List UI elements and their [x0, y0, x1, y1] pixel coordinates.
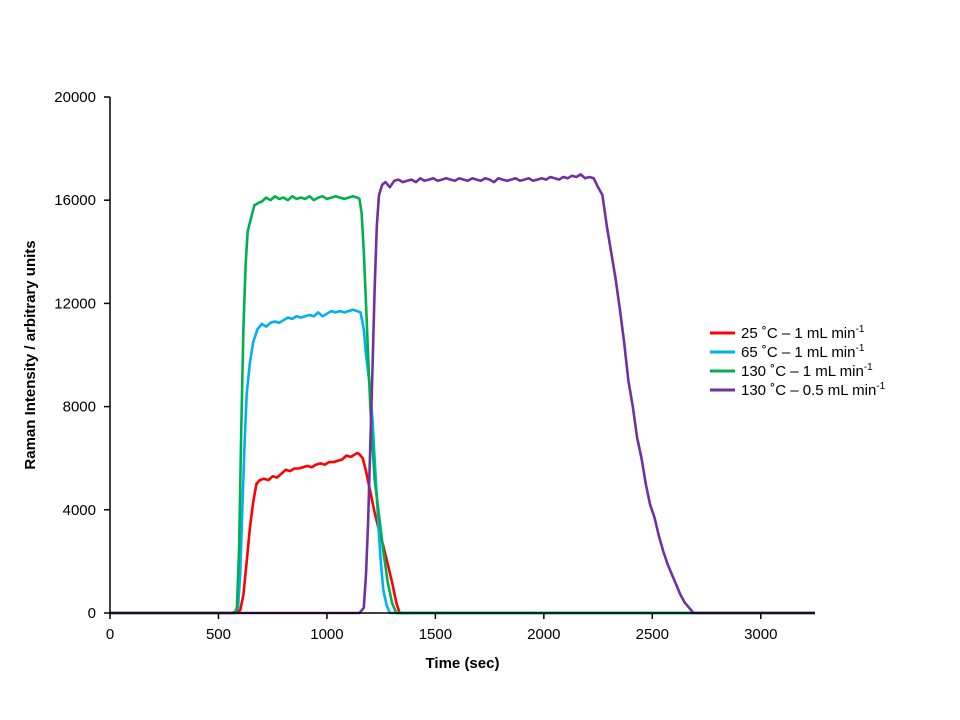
series-line-4: [110, 173, 815, 615]
y-tick-label: 12000: [54, 295, 96, 312]
legend-label-3: 130 ˚C – 1 mL min-1: [741, 362, 873, 380]
x-tick-label: 2500: [636, 626, 669, 643]
series-line-1: [110, 451, 815, 615]
x-tick-label: 2000: [527, 626, 560, 643]
x-tick-label: 500: [206, 626, 231, 643]
series-line-2: [110, 308, 815, 615]
legend-label-4: 130 ˚C – 0.5 mL min-1: [741, 381, 886, 399]
y-tick-label: 8000: [63, 399, 96, 416]
x-axis-title: Time (sec): [426, 655, 500, 672]
y-tick-label: 20000: [54, 89, 96, 106]
y-axis-title: Raman Intensity / arbitrary units: [22, 240, 39, 469]
y-tick-label: 4000: [63, 502, 96, 519]
y-tick-label: 0: [88, 605, 96, 622]
x-tick-label: 0: [106, 626, 114, 643]
legend-label-1: 25 ˚C – 1 mL min-1: [741, 324, 865, 342]
x-tick-label: 3000: [744, 626, 777, 643]
legend-label-2: 65 ˚C – 1 mL min-1: [741, 343, 865, 361]
x-tick-label: 1500: [419, 626, 452, 643]
y-tick-label: 16000: [54, 192, 96, 209]
x-tick-label: 1000: [310, 626, 343, 643]
plot-area: [110, 173, 815, 615]
axes: 0 4000 8000 12000 16000 20000 0 500 1000 1500 2000…: [54, 89, 815, 643]
legend: 25 ˚C – 1 mL min-165 ˚C – 1 mL min-1130 …: [710, 324, 886, 399]
series-line-3: [110, 195, 815, 615]
